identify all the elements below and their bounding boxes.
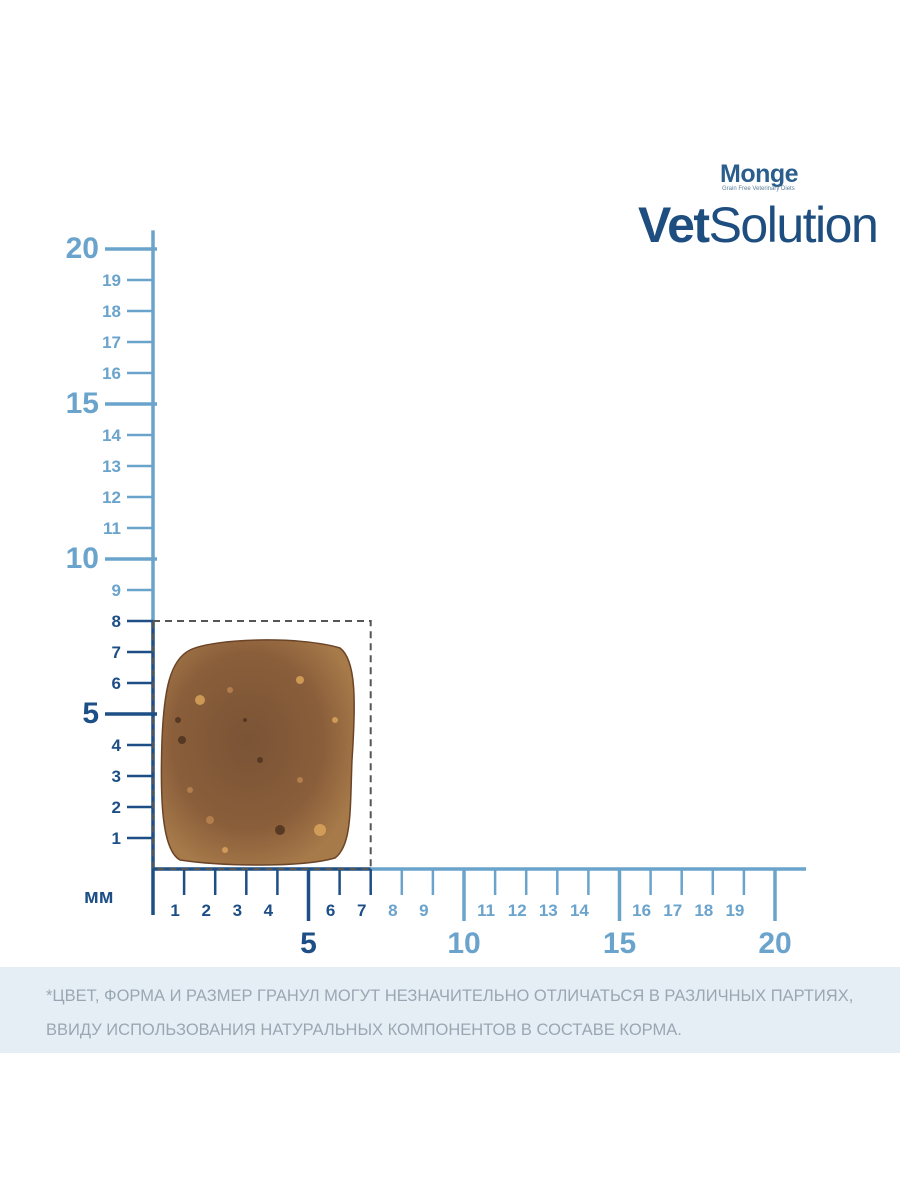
y-label-13: 13	[102, 457, 121, 476]
kibble-speck	[296, 676, 304, 684]
x-label-12: 12	[508, 901, 527, 920]
y-label-4: 4	[112, 736, 122, 755]
y-label-10: 10	[66, 542, 99, 575]
y-label-1: 1	[112, 829, 121, 848]
y-label-17: 17	[102, 333, 121, 352]
y-label-5: 5	[82, 697, 99, 730]
y-label-7: 7	[112, 643, 121, 662]
disclaimer-banner: *ЦВЕТ, ФОРМА И РАЗМЕР ГРАНУЛ МОГУТ НЕЗНА…	[0, 967, 900, 1053]
ruler-ticks	[105, 247, 777, 921]
y-label-20: 20	[66, 232, 99, 265]
solution-word: Solution	[708, 197, 879, 253]
y-label-8: 8	[112, 612, 121, 631]
x-label-10: 10	[447, 927, 480, 960]
x-label-18: 18	[694, 901, 713, 920]
x-label-8: 8	[388, 901, 397, 920]
y-label-3: 3	[112, 767, 121, 786]
kibble-speck	[332, 717, 338, 723]
kibble-speck	[314, 824, 326, 836]
kibble-speck	[297, 777, 303, 783]
y-label-11: 11	[103, 519, 121, 538]
kibble-speck	[243, 718, 247, 722]
kibble-speck	[227, 687, 233, 693]
kibble-image	[160, 639, 355, 866]
kibble-speck	[178, 736, 186, 744]
kibble-speck	[275, 825, 285, 835]
kibble-speck	[175, 717, 181, 723]
y-label-12: 12	[102, 488, 121, 507]
x-label-14: 14	[570, 901, 589, 920]
y-label-9: 9	[112, 581, 121, 600]
x-label-9: 9	[419, 901, 428, 920]
x-label-13: 13	[539, 901, 558, 920]
x-label-5: 5	[300, 927, 317, 960]
x-label-20: 20	[758, 927, 791, 960]
y-label-16: 16	[102, 364, 121, 383]
y-label-15: 15	[66, 387, 99, 420]
y-label-6: 6	[112, 674, 121, 693]
kibble-speck	[187, 787, 193, 793]
kibble-speck	[206, 816, 214, 824]
kibble-speck	[195, 695, 205, 705]
x-label-1: 1	[170, 901, 179, 920]
x-label-17: 17	[663, 901, 682, 920]
kibble-shape	[160, 639, 355, 866]
y-label-14: 14	[102, 426, 121, 445]
y-label-2: 2	[112, 798, 121, 817]
disclaimer-line-2: ВВИДУ ИСПОЛЬЗОВАНИЯ НАТУРАЛЬНЫХ КОМПОНЕН…	[46, 1021, 682, 1039]
x-label-3: 3	[233, 901, 242, 920]
unit-label-mm: мм	[84, 886, 114, 908]
disclaimer-line-1: *ЦВЕТ, ФОРМА И РАЗМЕР ГРАНУЛ МОГУТ НЕЗНА…	[46, 987, 854, 1005]
x-label-2: 2	[201, 901, 210, 920]
kibble-size-box	[152, 620, 372, 870]
monge-tagline: Grain Free Veterinary Diets	[722, 186, 795, 192]
x-label-4: 4	[264, 901, 274, 920]
monge-logo: Monge	[720, 160, 799, 188]
vetsolution-logo: VetSolution	[638, 196, 879, 254]
y-label-19: 19	[102, 271, 121, 290]
x-label-16: 16	[632, 901, 651, 920]
x-label-11: 11	[477, 901, 495, 920]
x-label-6: 6	[326, 901, 335, 920]
x-label-7: 7	[357, 901, 366, 920]
kibble-speck	[257, 757, 263, 763]
x-label-19: 19	[725, 901, 744, 920]
y-label-18: 18	[102, 302, 121, 321]
brand-logo: Monge Grain Free Veterinary Diets VetSol…	[620, 158, 900, 258]
x-label-15: 15	[603, 927, 636, 960]
kibble-speck	[222, 847, 228, 853]
vet-word: Vet	[638, 197, 710, 253]
